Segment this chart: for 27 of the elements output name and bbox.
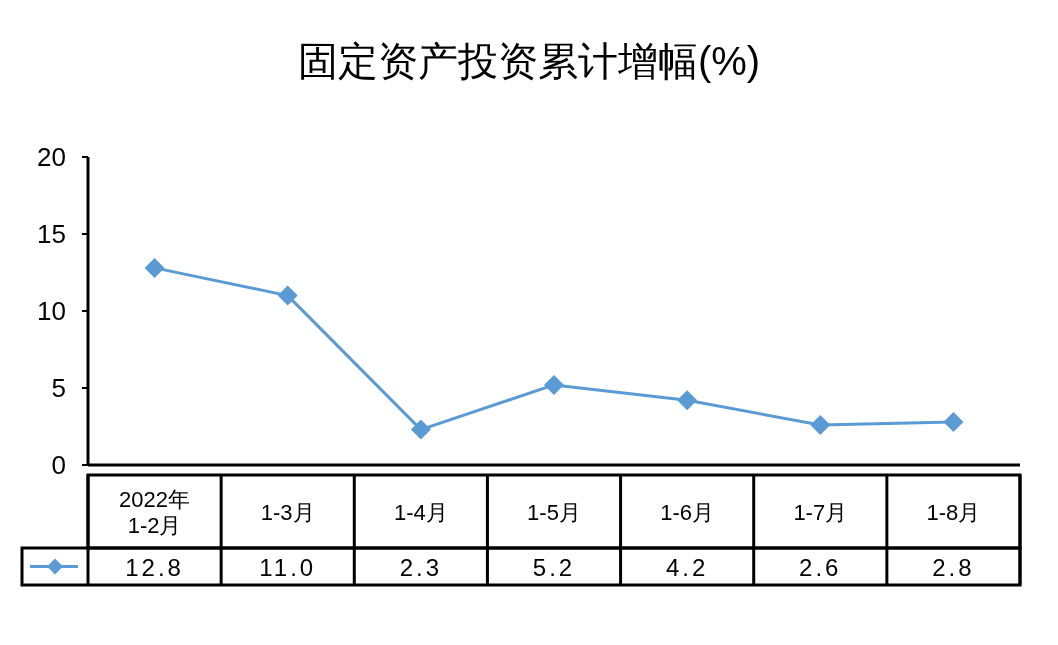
point [410, 419, 431, 440]
point [144, 257, 165, 278]
data-label: 2.3 [399, 553, 443, 581]
x-tick-label: 1-7月 [793, 499, 848, 525]
point [677, 390, 698, 411]
x-tick-label: 1-4月 [393, 499, 448, 525]
point [277, 285, 298, 306]
data-label: 2.6 [799, 553, 842, 581]
x-tick-label: 1-8月 [926, 499, 981, 525]
y-tick-label: 15 [37, 219, 66, 249]
data-label: 2.8 [932, 553, 975, 581]
data-label: 11.0 [259, 553, 317, 581]
data-label: 12.8 [125, 553, 184, 581]
x-tick-label: 1-5月 [527, 499, 581, 525]
x-tick-label: 2022年 1-2月 [119, 486, 191, 538]
y-tick-label: 0 [51, 450, 66, 480]
point [810, 414, 831, 435]
chart-title: 固定资产投资累计增幅(%) [297, 39, 761, 83]
x-tick-label: 1-6月 [660, 499, 715, 525]
x-tick-label: 1-3月 [260, 499, 315, 525]
point [544, 374, 564, 395]
point [943, 411, 964, 432]
data-label: 5.2 [532, 553, 576, 581]
data-label: 4.2 [665, 553, 709, 581]
y-tick-label: 20 [37, 142, 66, 172]
y-tick-label: 10 [37, 296, 66, 326]
y-tick-label: 5 [51, 373, 66, 403]
